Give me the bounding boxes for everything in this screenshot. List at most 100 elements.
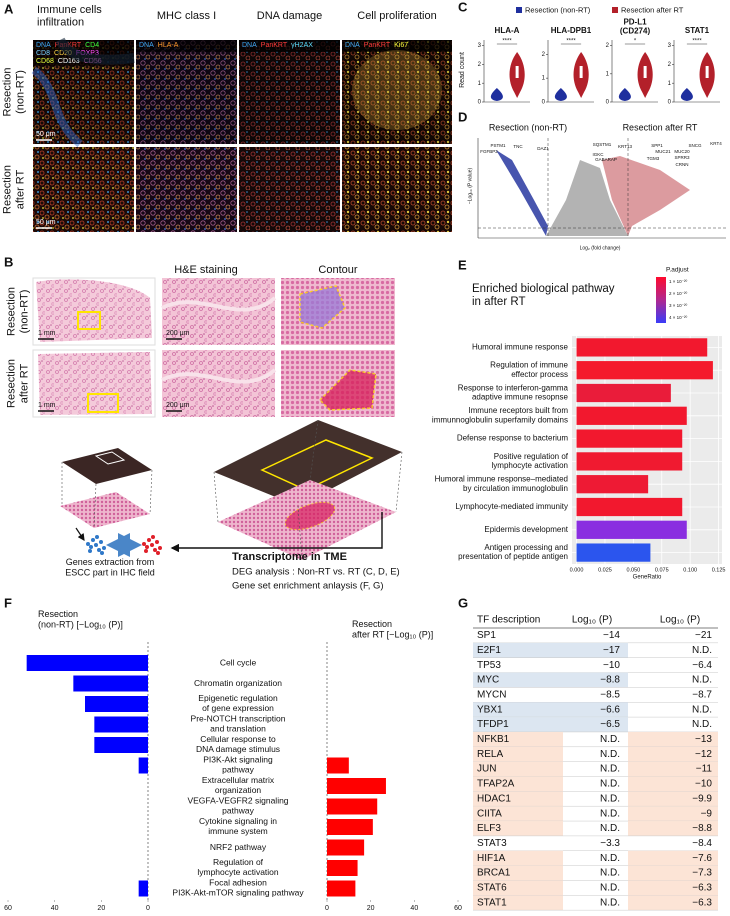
- volcano-cloud: [496, 150, 548, 236]
- workflow-label: Genes extraction from ESCC part in IHC fi…: [65, 557, 155, 577]
- legend-label: Resection after RT: [621, 5, 684, 14]
- roi-layer: [260, 439, 374, 491]
- cluster-dot: [95, 535, 99, 539]
- cell: −10: [695, 779, 712, 790]
- legend-label: Resection (non-RT): [525, 5, 591, 14]
- bar: [576, 338, 708, 357]
- row-shade: [473, 791, 563, 807]
- cell: −8.8: [692, 823, 712, 834]
- cluster-dot: [147, 538, 151, 542]
- row-shade: [473, 806, 563, 822]
- bar: [327, 798, 378, 815]
- stain-label: Ki67: [394, 42, 408, 49]
- row-shade: [628, 746, 718, 762]
- workflow-label: Gene set enrichment anlaysis (F, G): [232, 581, 384, 592]
- cell: HIF1A: [477, 853, 506, 864]
- cell: MYC: [477, 675, 499, 686]
- cell: −13: [695, 734, 712, 745]
- stain-band: [239, 40, 340, 52]
- cell: −3.3: [600, 838, 620, 849]
- cluster-dot: [94, 543, 98, 547]
- cluster-dot: [150, 543, 154, 547]
- cell: N.D.: [600, 868, 620, 879]
- row-shade: [628, 776, 718, 792]
- category-label: Cell cycle: [220, 657, 257, 667]
- bar: [576, 475, 649, 494]
- cluster-dot: [99, 540, 103, 544]
- micrograph: [342, 40, 452, 144]
- contour: [299, 285, 346, 329]
- x-axis-label: Log₂ (fold change): [580, 245, 621, 251]
- row-shade: [473, 865, 563, 881]
- gene-label: MUC21: [655, 149, 671, 154]
- plot-title: Resection (non-RT): [489, 122, 567, 132]
- cell: −17: [603, 645, 620, 656]
- stain-label: DNA: [139, 42, 154, 49]
- legend-swatch: [612, 7, 618, 13]
- category-label: Cytokine signaling in immune system: [199, 816, 277, 836]
- row-shade: [563, 672, 628, 688]
- cell: TFAP2A: [477, 779, 515, 790]
- y-axis-label: Read count: [459, 52, 466, 88]
- row-shade: [473, 702, 563, 718]
- row-shade: [628, 850, 718, 866]
- cluster-dot: [97, 548, 101, 552]
- category-label: VEGFA-VEGFR2 signaling pathway: [187, 796, 288, 816]
- tissue-section: [36, 279, 152, 342]
- stain-label: DNA: [36, 42, 51, 49]
- gene-label: SNCG: [688, 143, 702, 148]
- stain-band: [136, 40, 237, 52]
- cell: N.D.: [600, 808, 620, 819]
- cell: N.D.: [600, 734, 620, 745]
- row-shade: [473, 746, 563, 762]
- x-tick-label: 0: [325, 905, 329, 912]
- scale-bar-label: 50 μm: [36, 131, 56, 138]
- arrow: [170, 512, 383, 553]
- cluster-dot: [156, 551, 160, 555]
- y-tick-label: 1: [542, 76, 546, 82]
- cell: −6.3: [692, 897, 712, 908]
- column-header: TF description: [477, 615, 540, 626]
- row-shade: [473, 642, 563, 658]
- x-axis-label: GeneRatio: [633, 575, 662, 581]
- guide-line: [213, 471, 219, 523]
- category-label: Epigenetic regulation of gene expression: [198, 693, 278, 713]
- plot-title: PD-L1 (CD274): [620, 18, 651, 36]
- category-label: Regulation of lymphocyte activation: [197, 857, 279, 877]
- violin: [554, 88, 567, 101]
- x-tick-label: 60: [4, 905, 12, 912]
- tissue-nest: [352, 50, 442, 130]
- cell: N.D.: [692, 719, 712, 730]
- violin: [680, 88, 693, 101]
- cell: SP1: [477, 630, 496, 641]
- bar: [576, 520, 687, 539]
- cluster-dot: [91, 538, 95, 542]
- column-header: Log₁₀ (P): [660, 615, 700, 626]
- cell: −12: [695, 749, 712, 760]
- series-title: Resection after RT [−Log₁₀ (P)]: [352, 619, 433, 639]
- row-shade: [628, 895, 718, 911]
- cell: −8.7: [692, 689, 712, 700]
- cell: BRCA1: [477, 868, 511, 879]
- panel-label: A: [4, 1, 14, 16]
- cell: −7.3: [692, 868, 712, 879]
- guide-line: [297, 505, 303, 561]
- cluster-dot: [86, 542, 90, 546]
- stain-label: CD163: [58, 58, 80, 65]
- y-tick-label: Antigen processing and presentation of pe…: [458, 543, 568, 561]
- chart-title: Enriched biological pathway in after RT: [472, 283, 615, 308]
- cell: N.D.: [600, 823, 620, 834]
- stain-label: γH2AX: [291, 42, 313, 49]
- he-fold: [161, 368, 277, 384]
- stain-label: DNA: [345, 42, 360, 49]
- row-shade: [473, 717, 563, 732]
- bar: [576, 543, 651, 562]
- x-tick-label: 0.000: [570, 567, 584, 573]
- row-shade: [628, 791, 718, 807]
- workflow-label: DEG analysis : Non-RT vs. RT (C, D, E): [232, 567, 400, 578]
- stain-label: CD4: [85, 42, 99, 49]
- row-shade: [628, 731, 718, 747]
- column-title: DNA damage: [257, 10, 322, 22]
- cluster-dot: [145, 545, 149, 549]
- x-tick-label: 40: [51, 905, 59, 912]
